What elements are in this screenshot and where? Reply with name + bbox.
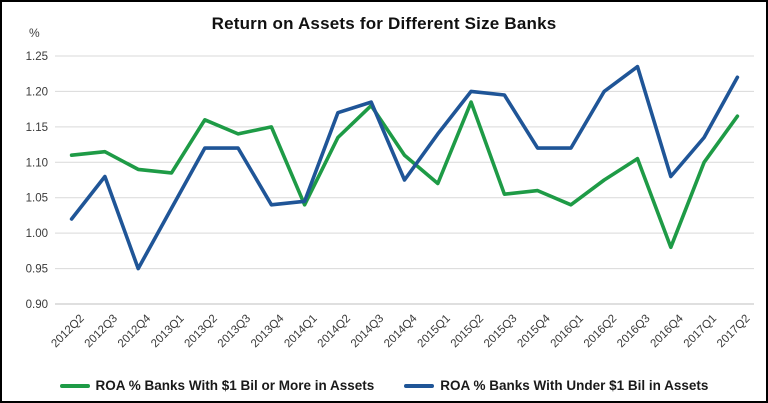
x-tick-label: 2013Q3 xyxy=(216,313,253,350)
chart-title: Return on Assets for Different Size Bank… xyxy=(211,14,557,33)
x-tick-label: 2016Q1 xyxy=(549,313,586,350)
x-tick-label: 2017Q1 xyxy=(682,313,719,350)
x-tick-label: 2015Q1 xyxy=(415,313,452,350)
y-tick-label: 0.95 xyxy=(26,264,48,276)
y-tick-label: 0.90 xyxy=(26,299,48,311)
x-tick-label: 2012Q2 xyxy=(49,313,86,350)
x-tick-label: 2015Q2 xyxy=(449,313,486,350)
x-tick-label: 2013Q1 xyxy=(149,313,186,350)
x-tick-label: 2015Q3 xyxy=(482,313,519,350)
y-tick-label: 1.15 xyxy=(26,122,48,134)
y-axis-unit-label: % xyxy=(29,26,40,40)
x-tick-label: 2016Q3 xyxy=(615,313,652,350)
legend-item-large-banks: ROA % Banks With $1 Bil or More in Asset… xyxy=(59,378,375,393)
chart-legend: ROA % Banks With $1 Bil or More in Asset… xyxy=(2,378,766,393)
legend-label-small-banks: ROA % Banks With Under $1 Bil in Assets xyxy=(440,378,709,393)
legend-label-large-banks: ROA % Banks With $1 Bil or More in Asset… xyxy=(95,378,375,393)
legend-item-small-banks: ROA % Banks With Under $1 Bil in Assets xyxy=(404,378,708,393)
x-tick-label: 2012Q3 xyxy=(83,313,120,350)
x-tick-label: 2016Q4 xyxy=(648,312,686,350)
legend-swatch-green-line xyxy=(59,383,90,388)
series-line-green xyxy=(69,100,740,250)
x-tick-label: 2013Q2 xyxy=(182,313,219,350)
x-tick-label: 2017Q2 xyxy=(715,313,752,350)
x-tick-label: 2012Q4 xyxy=(116,312,154,350)
x-tick-label: 2015Q4 xyxy=(515,312,553,350)
line-chart: 1.251.201.151.101.051.000.950.902012Q220… xyxy=(26,51,754,350)
legend-swatch-blue-line xyxy=(404,383,435,388)
x-tick-label: 2013Q4 xyxy=(249,312,287,350)
x-tick-label: 2016Q2 xyxy=(582,313,619,350)
x-tick-label: 2014Q1 xyxy=(282,313,319,350)
x-tick-label: 2014Q3 xyxy=(349,313,386,350)
y-tick-label: 1.00 xyxy=(26,228,48,240)
y-tick-label: 1.05 xyxy=(26,193,48,205)
y-tick-label: 1.10 xyxy=(26,157,48,169)
series-line-blue xyxy=(69,64,740,271)
y-tick-label: 1.20 xyxy=(26,86,48,98)
x-tick-label: 2014Q2 xyxy=(316,313,353,350)
y-tick-label: 1.25 xyxy=(26,51,48,63)
x-tick-label: 2014Q4 xyxy=(382,312,420,350)
